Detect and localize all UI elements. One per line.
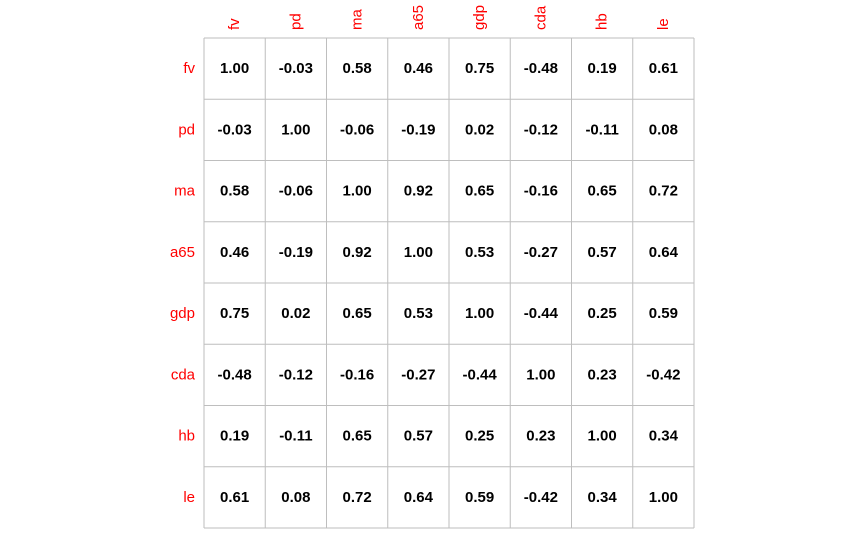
row-label: fv — [183, 60, 195, 77]
correlation-value: 0.25 — [465, 428, 494, 445]
correlation-value: -0.48 — [218, 366, 252, 383]
correlation-value: 0.72 — [649, 183, 678, 200]
correlation-value: -0.27 — [401, 366, 435, 383]
correlation-value: 1.00 — [588, 428, 617, 445]
correlation-value: 0.58 — [343, 60, 372, 77]
correlation-value: 0.53 — [465, 244, 494, 261]
row-label: pd — [178, 121, 195, 138]
correlation-value: 0.65 — [465, 183, 494, 200]
correlation-value: -0.42 — [646, 366, 680, 383]
correlation-value: -0.19 — [401, 121, 435, 138]
row-label: ma — [174, 183, 195, 200]
correlation-value: 0.02 — [465, 121, 494, 138]
correlation-value: 0.65 — [588, 183, 617, 200]
correlation-value: 0.65 — [343, 428, 372, 445]
column-label: gdp — [471, 5, 488, 30]
row-label: le — [183, 489, 195, 506]
column-labels: fv pd ma a65 gdp cda hb le — [226, 5, 672, 30]
row-label: hb — [178, 428, 195, 445]
correlation-value: 1.00 — [404, 244, 433, 261]
correlation-value: 0.59 — [465, 489, 494, 506]
correlation-value: -0.16 — [524, 183, 558, 200]
correlation-value: 1.00 — [343, 183, 372, 200]
correlation-value: 0.65 — [343, 305, 372, 322]
correlation-value: 0.59 — [649, 305, 678, 322]
column-label: a65 — [410, 5, 427, 30]
correlation-value: 0.58 — [220, 183, 249, 200]
correlation-value: 0.19 — [588, 60, 617, 77]
correlation-value: 1.00 — [281, 121, 310, 138]
correlation-value: 0.02 — [281, 305, 310, 322]
correlation-value: 0.61 — [220, 489, 249, 506]
correlation-value: 0.46 — [220, 244, 249, 261]
correlation-value: -0.11 — [585, 121, 618, 138]
correlation-value: -0.27 — [524, 244, 558, 261]
correlation-value: 0.19 — [220, 428, 249, 445]
row-labels: fv pd ma a65 gdp cda hb le — [170, 60, 196, 506]
correlation-value: 0.75 — [220, 305, 249, 322]
column-label: cda — [532, 5, 549, 30]
correlation-value: -0.03 — [279, 60, 313, 77]
correlation-value: 0.72 — [343, 489, 372, 506]
correlation-value: -0.44 — [463, 366, 498, 383]
correlation-value: -0.03 — [218, 121, 252, 138]
correlation-value: 1.00 — [526, 366, 555, 383]
correlation-value: 0.34 — [588, 489, 618, 506]
correlation-value: 0.92 — [404, 183, 433, 200]
column-label: fv — [226, 18, 243, 30]
correlation-value: -0.42 — [524, 489, 558, 506]
correlation-value: -0.06 — [279, 183, 313, 200]
correlation-value: 1.00 — [465, 305, 494, 322]
row-label: cda — [171, 366, 196, 383]
column-label: ma — [349, 9, 366, 30]
row-label: gdp — [170, 305, 195, 322]
correlation-value: 0.53 — [404, 305, 433, 322]
correlation-value: -0.12 — [524, 121, 558, 138]
correlation-value: 0.34 — [649, 428, 679, 445]
correlation-value: -0.16 — [340, 366, 374, 383]
correlation-value: 0.64 — [404, 489, 434, 506]
correlation-value: -0.48 — [524, 60, 558, 77]
correlation-value: 0.08 — [281, 489, 310, 506]
correlation-value: -0.06 — [340, 121, 374, 138]
column-label: hb — [594, 13, 611, 30]
correlation-value: 0.92 — [343, 244, 372, 261]
column-label: le — [655, 18, 672, 30]
correlation-value: 0.25 — [588, 305, 617, 322]
correlation-value: 0.57 — [404, 428, 433, 445]
correlation-value: 0.23 — [526, 428, 555, 445]
column-label: pd — [287, 13, 304, 30]
correlation-value: -0.19 — [279, 244, 313, 261]
row-label: a65 — [170, 244, 195, 261]
correlation-value: 0.08 — [649, 121, 678, 138]
correlation-value: 0.64 — [649, 244, 679, 261]
correlation-value: 0.23 — [588, 366, 617, 383]
correlation-value: 0.46 — [404, 60, 433, 77]
correlation-value: -0.12 — [279, 366, 313, 383]
correlation-value: 0.75 — [465, 60, 494, 77]
correlation-value: 1.00 — [649, 489, 678, 506]
correlation-value: -0.44 — [524, 305, 559, 322]
correlation-value: 0.57 — [588, 244, 617, 261]
correlation-value: -0.11 — [279, 428, 312, 445]
correlation-value: 1.00 — [220, 60, 249, 77]
correlation-value: 0.61 — [649, 60, 678, 77]
matrix-cells: 1.00 -0.03 0.58 0.46 0.75 -0.48 0.19 0.61 -0.03 1… — [218, 60, 681, 506]
grid — [203, 37, 695, 529]
